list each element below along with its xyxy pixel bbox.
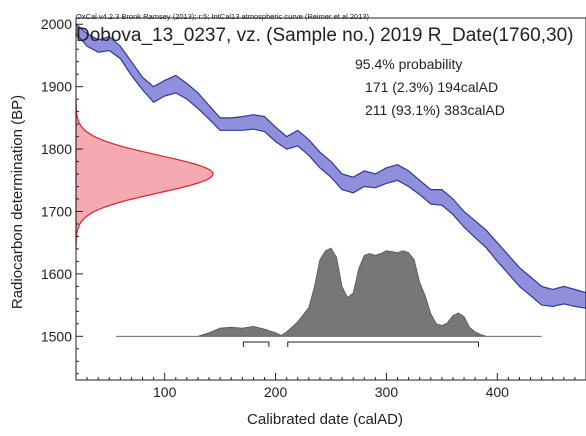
calibration-curve bbox=[75, 23, 586, 309]
y-tick-label: 1500 bbox=[41, 328, 72, 344]
y-tick-label: 1900 bbox=[41, 79, 72, 95]
range-bars bbox=[242, 341, 479, 347]
y-tick-label: 1800 bbox=[41, 141, 72, 157]
x-tick-label: 200 bbox=[264, 384, 288, 400]
probability-heading: 95.4% probability bbox=[355, 56, 462, 72]
y-axis: 1500 1600 1700 1800 1900 2000 bbox=[41, 16, 83, 375]
x-tick-label: 300 bbox=[375, 384, 399, 400]
probability-range-1: 171 (2.3%) 194calAD bbox=[365, 79, 498, 95]
range-bar-1 bbox=[242, 341, 270, 347]
y-axis-label: Radiocarbon determination (BP) bbox=[9, 95, 26, 309]
x-tick-label: 100 bbox=[153, 384, 177, 400]
range-bar-2 bbox=[287, 341, 479, 347]
calibration-curve-band bbox=[76, 24, 586, 309]
x-tick-label: 400 bbox=[486, 384, 510, 400]
calibrated-distribution bbox=[115, 247, 542, 337]
x-axis-label: Calibrated date (calAD) bbox=[247, 411, 403, 428]
y-tick-label: 1600 bbox=[41, 266, 72, 282]
calibration-curve-upper-line bbox=[75, 23, 586, 294]
x-axis: 100 200 300 400 bbox=[75, 373, 586, 400]
chart-title: Dobova_13_0237, vz. (Sample no.) 2019 R_… bbox=[76, 25, 574, 46]
header-note: OxCal v4.2.3 Bronk Ramsey (2013); r:5; I… bbox=[76, 12, 370, 21]
radiocarbon-distribution bbox=[75, 99, 214, 249]
calibration-curve-lower-line bbox=[75, 33, 586, 309]
y-tick-label: 2000 bbox=[41, 16, 72, 32]
probability-range-2: 211 (93.1%) 383calAD bbox=[365, 102, 505, 118]
y-tick-label: 1700 bbox=[41, 203, 72, 219]
